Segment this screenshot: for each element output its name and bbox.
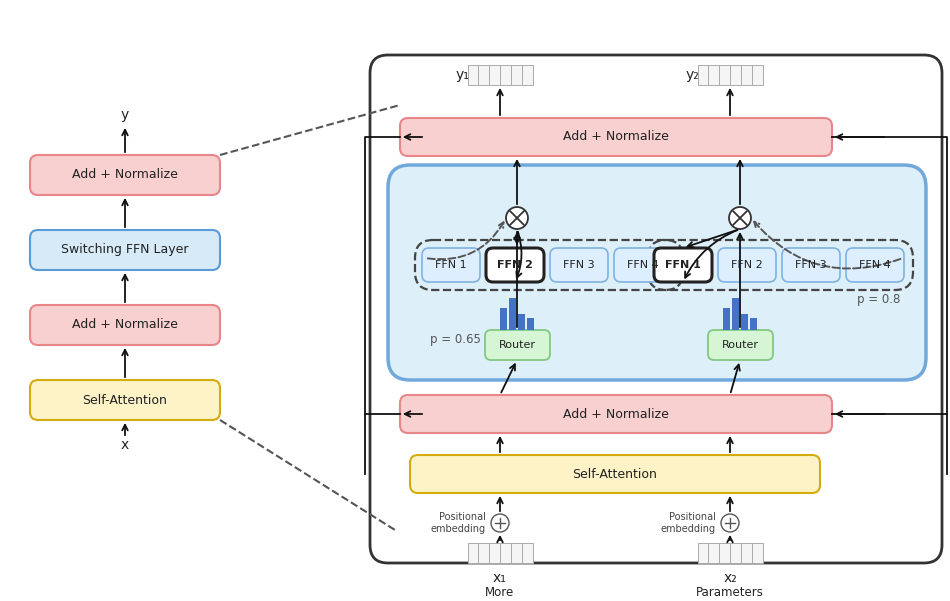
Bar (719, 543, 730, 563)
FancyBboxPatch shape (400, 118, 832, 156)
Bar (730, 543, 741, 563)
Text: FFN 1: FFN 1 (665, 260, 701, 270)
FancyBboxPatch shape (708, 330, 773, 360)
Text: p = 0.8: p = 0.8 (857, 293, 900, 307)
Text: Self-Attention: Self-Attention (83, 394, 167, 406)
Circle shape (491, 514, 509, 532)
Text: FFN 4: FFN 4 (627, 260, 659, 270)
FancyBboxPatch shape (485, 330, 550, 360)
Text: Add + Normalize: Add + Normalize (72, 168, 178, 182)
Bar (479, 65, 489, 85)
FancyBboxPatch shape (614, 248, 672, 282)
Bar (500, 543, 511, 563)
FancyBboxPatch shape (388, 165, 926, 380)
FancyBboxPatch shape (782, 248, 840, 282)
FancyBboxPatch shape (30, 155, 220, 195)
Text: y: y (121, 108, 129, 122)
Circle shape (729, 207, 751, 229)
Bar (500, 65, 511, 85)
FancyBboxPatch shape (422, 248, 480, 282)
Bar (518, 314, 525, 330)
Text: x₂: x₂ (723, 571, 737, 585)
Bar (511, 65, 522, 85)
Bar (511, 543, 522, 563)
FancyBboxPatch shape (846, 248, 904, 282)
Text: x₁: x₁ (493, 571, 507, 585)
FancyBboxPatch shape (410, 455, 820, 493)
Text: Router: Router (499, 340, 536, 350)
FancyBboxPatch shape (550, 248, 608, 282)
Bar (741, 543, 751, 563)
Bar (732, 298, 739, 330)
Text: FFN 2: FFN 2 (732, 260, 763, 270)
Bar (709, 543, 719, 563)
Bar (751, 65, 763, 85)
Bar (697, 543, 709, 563)
Bar (522, 65, 533, 85)
Bar (467, 65, 479, 85)
Bar (489, 65, 500, 85)
Text: Add + Normalize: Add + Normalize (72, 319, 178, 332)
Text: Add + Normalize: Add + Normalize (563, 130, 669, 144)
Bar (730, 65, 741, 85)
Circle shape (721, 514, 739, 532)
Text: Router: Router (721, 340, 758, 350)
Text: More: More (485, 587, 515, 600)
FancyBboxPatch shape (400, 395, 832, 433)
FancyBboxPatch shape (370, 55, 942, 563)
Bar (741, 314, 748, 330)
Bar (467, 543, 479, 563)
Text: y₁: y₁ (455, 68, 469, 82)
Text: FFN 1: FFN 1 (435, 260, 466, 270)
FancyBboxPatch shape (718, 248, 776, 282)
Text: FFN 2: FFN 2 (497, 260, 533, 270)
FancyBboxPatch shape (486, 248, 544, 282)
Bar (479, 543, 489, 563)
Text: x: x (121, 438, 129, 452)
Bar (489, 543, 500, 563)
Bar (741, 65, 751, 85)
Bar (750, 318, 757, 330)
Bar (709, 65, 719, 85)
Bar (723, 308, 730, 330)
Text: y₂: y₂ (685, 68, 699, 82)
Text: FFN 3: FFN 3 (563, 260, 595, 270)
Text: Switching FFN Layer: Switching FFN Layer (61, 243, 189, 257)
Text: Self-Attention: Self-Attention (573, 468, 657, 481)
Text: FFN 3: FFN 3 (795, 260, 826, 270)
Bar (522, 543, 533, 563)
Bar (500, 308, 507, 330)
Bar (697, 65, 709, 85)
FancyBboxPatch shape (654, 248, 712, 282)
FancyBboxPatch shape (30, 305, 220, 345)
Circle shape (506, 207, 528, 229)
Text: Positional
embedding: Positional embedding (431, 512, 486, 534)
Bar (751, 543, 763, 563)
Text: Positional
embedding: Positional embedding (661, 512, 716, 534)
FancyBboxPatch shape (30, 230, 220, 270)
Text: Parameters: Parameters (696, 587, 764, 600)
Text: p = 0.65: p = 0.65 (430, 334, 481, 347)
Bar (719, 65, 730, 85)
Text: FFN 4: FFN 4 (859, 260, 891, 270)
Bar (527, 318, 534, 330)
FancyBboxPatch shape (30, 380, 220, 420)
Text: Add + Normalize: Add + Normalize (563, 407, 669, 421)
Bar (509, 298, 516, 330)
